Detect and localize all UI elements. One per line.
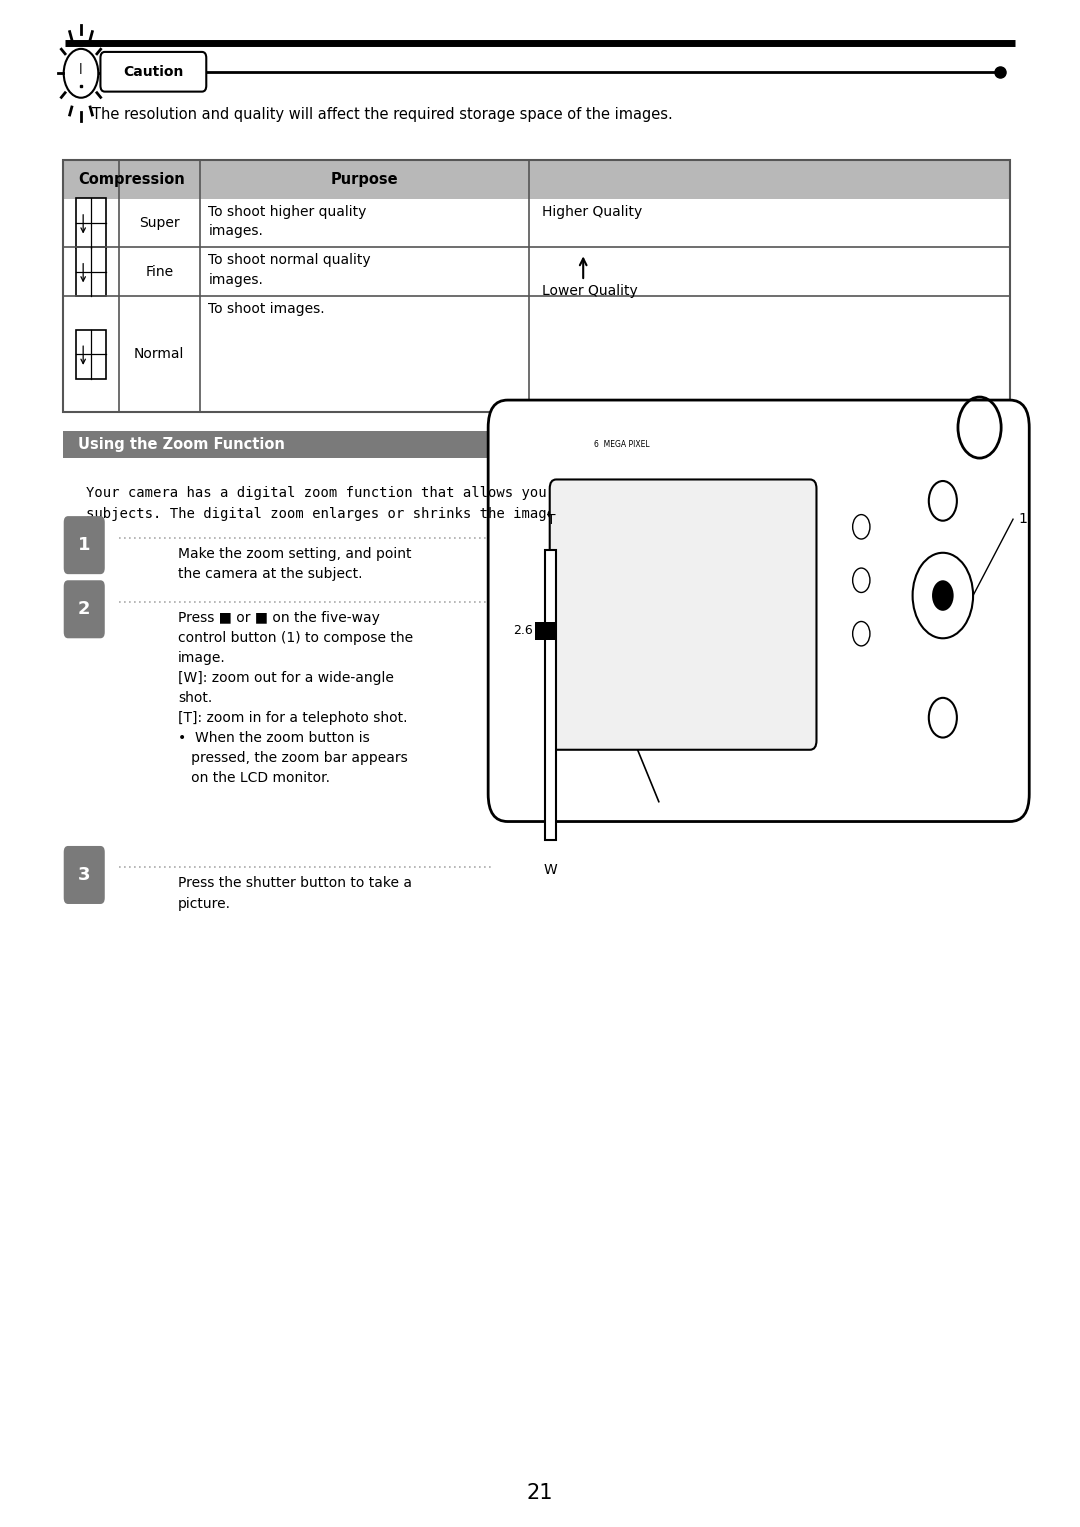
FancyBboxPatch shape <box>550 479 816 750</box>
Text: 1: 1 <box>1018 512 1027 527</box>
Text: Super: Super <box>139 215 179 231</box>
Text: |: | <box>79 63 83 75</box>
Text: Compression: Compression <box>78 173 185 186</box>
Text: 3: 3 <box>78 866 91 884</box>
Bar <box>545 550 556 840</box>
Text: The resolution and quality will affect the required storage space of the images.: The resolution and quality will affect t… <box>92 107 673 122</box>
Text: 6  MEGA PIXEL: 6 MEGA PIXEL <box>594 440 650 449</box>
Text: To shoot higher quality
images.: To shoot higher quality images. <box>208 205 367 238</box>
FancyBboxPatch shape <box>64 516 105 574</box>
Bar <box>76 199 106 247</box>
FancyBboxPatch shape <box>64 580 105 638</box>
Bar <box>63 431 1010 458</box>
Text: 1: 1 <box>78 536 91 554</box>
Text: Caution: Caution <box>123 64 184 79</box>
Bar <box>76 247 106 296</box>
Text: Press ■ or ■ on the five-way
control button (1) to compose the
image.
[W]: zoom : Press ■ or ■ on the five-way control but… <box>178 611 414 785</box>
Text: Higher Quality: Higher Quality <box>542 205 643 218</box>
Text: Fine: Fine <box>145 264 174 279</box>
Text: W: W <box>544 863 557 876</box>
Text: Press the shutter button to take a
picture.: Press the shutter button to take a pictu… <box>178 876 413 910</box>
Text: Make the zoom setting, and point
the camera at the subject.: Make the zoom setting, and point the cam… <box>178 547 411 580</box>
Text: Your camera has a digital zoom function that allows you to zoom in or zoom out o: Your camera has a digital zoom function … <box>86 486 773 521</box>
Text: To shoot normal quality
images.: To shoot normal quality images. <box>208 253 372 287</box>
Circle shape <box>932 580 954 611</box>
FancyBboxPatch shape <box>100 52 206 92</box>
Text: Purpose: Purpose <box>330 173 399 186</box>
Text: 21: 21 <box>527 1483 553 1504</box>
Text: 2: 2 <box>78 600 91 618</box>
FancyBboxPatch shape <box>488 400 1029 822</box>
Text: 2.6: 2.6 <box>513 625 532 637</box>
FancyBboxPatch shape <box>64 846 105 904</box>
Bar <box>535 621 556 640</box>
Text: Using the Zoom Function: Using the Zoom Function <box>78 437 285 452</box>
Bar <box>63 160 1010 199</box>
Text: Lower Quality: Lower Quality <box>542 284 638 298</box>
Text: T: T <box>546 513 555 527</box>
Text: To shoot images.: To shoot images. <box>208 302 325 316</box>
Text: Normal: Normal <box>134 347 185 362</box>
Bar <box>76 330 106 379</box>
Bar <box>63 160 1010 412</box>
